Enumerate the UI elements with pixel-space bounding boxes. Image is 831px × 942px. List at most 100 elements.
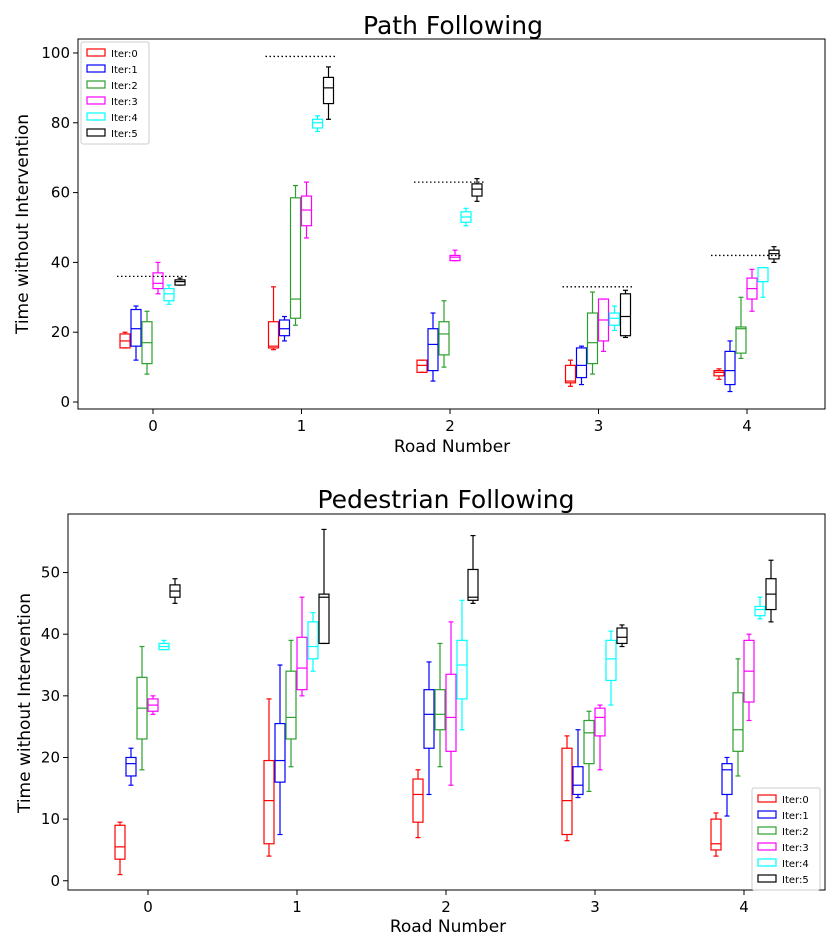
- box-Iter2-road-4: [732, 658, 744, 777]
- box-iqr: [619, 293, 632, 337]
- legend-swatch: [86, 96, 106, 105]
- box-Iter1-road-2: [427, 312, 439, 382]
- box-iqr: [416, 359, 428, 373]
- y-tick-label: 10: [41, 810, 60, 828]
- box-iqr: [561, 747, 573, 836]
- box-iqr: [467, 568, 479, 601]
- box-iqr: [434, 689, 446, 731]
- y-tick-label: 40: [41, 625, 60, 643]
- x-tick-label: 0: [143, 898, 153, 916]
- box-iqr: [616, 627, 628, 645]
- legend-frame: [80, 41, 150, 145]
- box-iqr: [263, 759, 275, 845]
- box-iqr: [274, 722, 286, 783]
- y-tick-label: 20: [51, 323, 70, 341]
- box-Iter1-road-1: [278, 315, 291, 342]
- box-iqr: [564, 364, 577, 384]
- box-iqr: [608, 312, 621, 326]
- x-tick-label: 2: [441, 898, 451, 916]
- plot-content: [114, 528, 777, 876]
- legend-swatch: [86, 80, 106, 89]
- box-Iter4-road-1: [311, 115, 324, 133]
- box-Iter5-road-3: [616, 624, 628, 648]
- x-tick-label: 3: [590, 898, 600, 916]
- box-iqr: [438, 321, 450, 356]
- box-iqr: [289, 197, 302, 319]
- box-Iter2-road-2: [438, 300, 450, 368]
- legend: Iter:0 Iter:1 Iter:2 Iter:3 Iter:4 Iter:5: [80, 41, 150, 145]
- box-iqr: [713, 370, 725, 377]
- legend-label: Iter:1: [782, 811, 809, 822]
- box-Iter5-road-0: [174, 277, 186, 286]
- box-Iter5-road-4: [765, 559, 777, 623]
- box-Iter3-road-4: [746, 268, 758, 312]
- box-iqr: [471, 183, 483, 197]
- legend-swatch: [86, 112, 106, 121]
- box-Iter5-road-0: [169, 578, 181, 604]
- legend-label: Iter:0: [111, 49, 138, 60]
- box-iqr: [586, 312, 599, 365]
- box-iqr: [710, 818, 722, 851]
- legend-label: Iter:0: [782, 795, 809, 806]
- box-Iter1-road-0: [130, 305, 142, 361]
- box-Iter2-road-1: [285, 639, 297, 768]
- box-iqr: [311, 118, 324, 129]
- box-iqr: [449, 254, 461, 262]
- box-Iter0-road-1: [267, 286, 280, 351]
- box-Iter1-road-4: [724, 340, 736, 393]
- box-Iter3-road-1: [300, 181, 313, 239]
- box-iqr: [583, 719, 595, 765]
- box-Iter0-road-2: [412, 769, 424, 839]
- legend-swatch: [86, 64, 106, 73]
- box-iqr: [423, 689, 435, 749]
- box-Iter5-road-1: [322, 66, 335, 120]
- legend-label: Iter:3: [782, 843, 809, 854]
- box-iqr: [130, 308, 142, 347]
- box-Iter4-road-2: [456, 599, 468, 731]
- plot-frame: [77, 38, 826, 410]
- chart-title: Pedestrian Following: [317, 485, 574, 514]
- box-Iter3-road-3: [597, 298, 610, 353]
- legend-swatch: [757, 826, 777, 835]
- box-Iter1-road-3: [575, 345, 588, 386]
- box-Iter4-road-4: [754, 596, 766, 620]
- box-Iter0-road-3: [564, 359, 577, 387]
- box-Iter1-road-3: [572, 729, 584, 799]
- y-tick-label: 0: [50, 872, 60, 890]
- y-axis-label: Time without Intervention: [15, 593, 35, 814]
- box-iqr: [114, 824, 126, 860]
- box-Iter0-road-3: [561, 735, 573, 842]
- box-Iter4-road-0: [163, 284, 175, 305]
- box-Iter1-road-2: [423, 661, 435, 796]
- box-iqr: [594, 707, 606, 737]
- box-iqr: [754, 605, 766, 617]
- x-tick-label: 0: [148, 417, 158, 435]
- box-iqr: [605, 639, 617, 682]
- box-Iter4-road-0: [158, 639, 170, 651]
- box-Iter2-road-3: [583, 710, 595, 792]
- x-axis-label: Road Number: [390, 917, 506, 937]
- y-tick-label: 60: [51, 184, 70, 202]
- x-tick-label: 1: [292, 898, 302, 916]
- y-tick-label: 30: [41, 687, 60, 705]
- box-Iter4-road-4: [757, 267, 769, 298]
- box-Iter5-road-1: [318, 528, 330, 645]
- box-Iter4-road-3: [605, 630, 617, 706]
- legend-label: Iter:5: [782, 875, 809, 886]
- box-Iter2-road-0: [141, 310, 153, 375]
- box-Iter3-road-1: [296, 596, 308, 697]
- box-Iter2-road-0: [136, 645, 148, 771]
- box-iqr: [125, 756, 137, 777]
- x-tick-label: 4: [742, 417, 752, 435]
- legend-swatch: [757, 810, 777, 819]
- y-tick-label: 50: [41, 564, 60, 582]
- box-iqr: [456, 639, 468, 700]
- box-Iter2-road-1: [289, 185, 302, 326]
- box-iqr: [285, 670, 297, 740]
- box-Iter0-road-4: [710, 812, 722, 857]
- y-tick-label: 40: [51, 253, 70, 271]
